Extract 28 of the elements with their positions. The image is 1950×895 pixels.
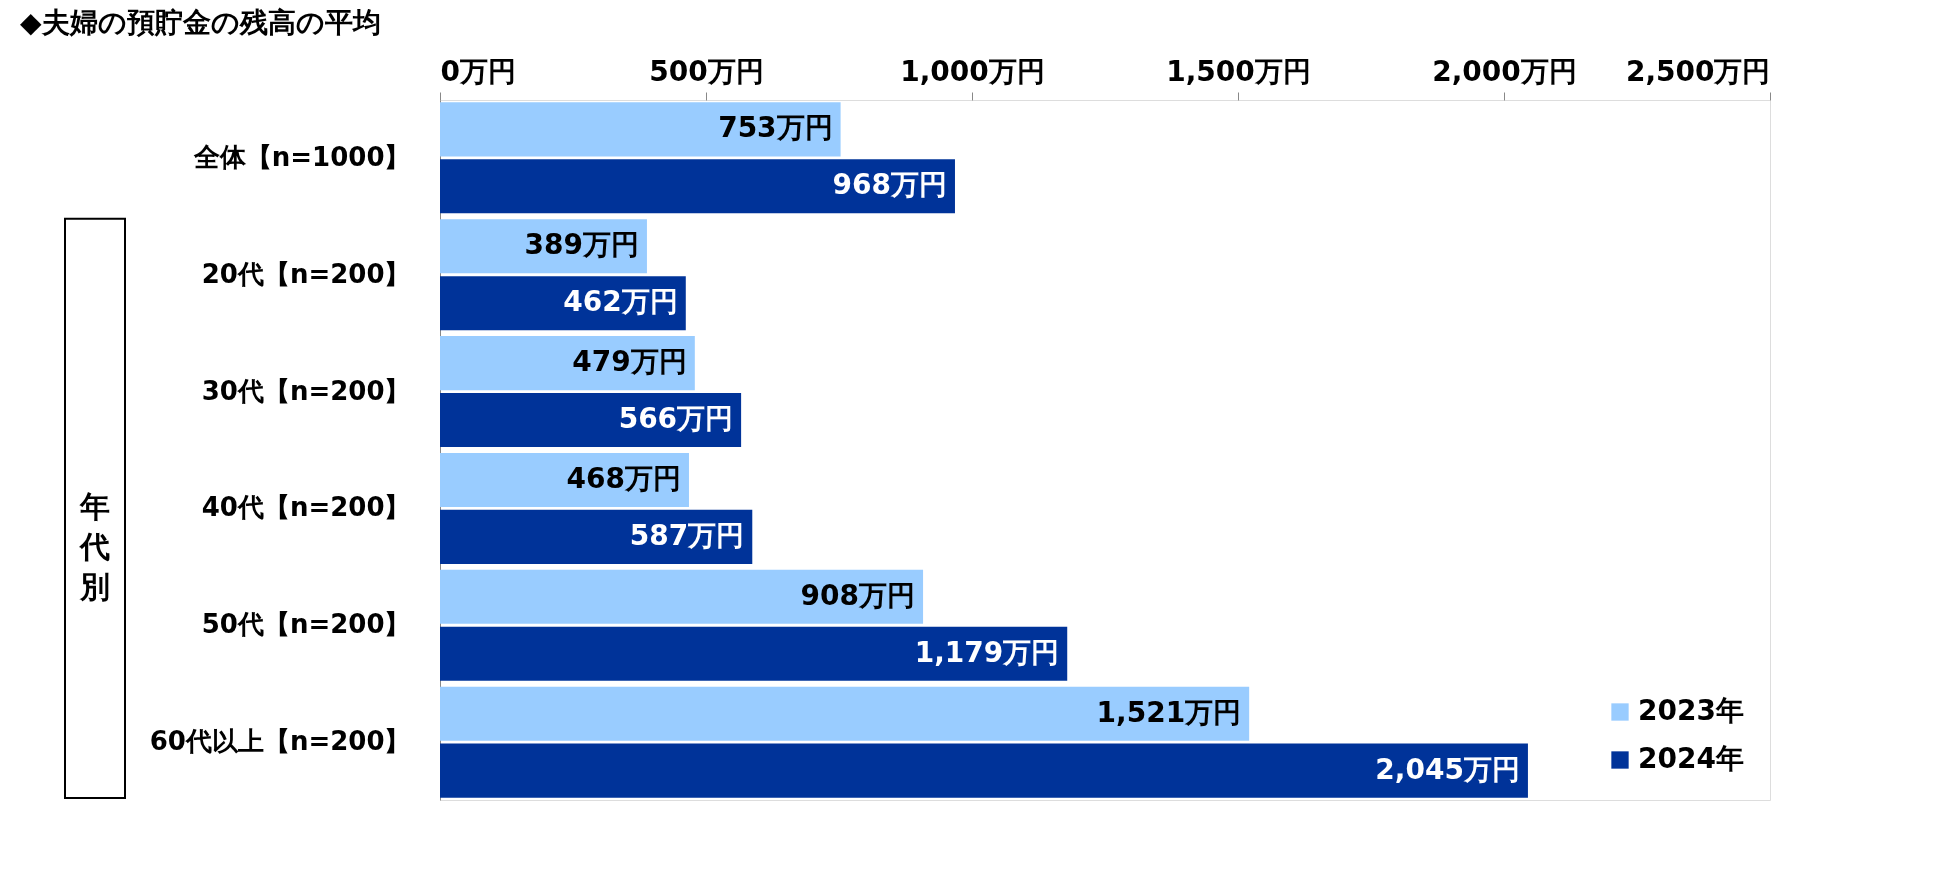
data-label: 468万円 bbox=[566, 461, 681, 495]
data-label: 462万円 bbox=[563, 285, 678, 319]
data-label: 968万円 bbox=[832, 168, 947, 202]
data-label: 2,045万円 bbox=[1375, 752, 1520, 786]
x-tick-label: 2,000万円 bbox=[1432, 54, 1577, 88]
legend-label: 2023年 bbox=[1638, 694, 1744, 727]
legend-label: 2024年 bbox=[1638, 742, 1744, 775]
x-tick-label: 1,500万円 bbox=[1166, 54, 1311, 88]
data-label: 1,179万円 bbox=[914, 635, 1060, 669]
data-label: 587万円 bbox=[629, 518, 745, 552]
y-tick-label: 40代【n=200】 bbox=[201, 492, 411, 523]
data-label: 389万円 bbox=[524, 228, 639, 262]
x-tick-label: 1,000万円 bbox=[900, 54, 1045, 88]
y-tick-label: 全体【n=1000】 bbox=[192, 141, 411, 172]
x-tick-label: 2,500万円 bbox=[1625, 54, 1771, 88]
text: 年代別 bbox=[78, 489, 110, 605]
y-tick-label: 60代以上【n=200】 bbox=[149, 726, 411, 757]
x-tick-label: 500万円 bbox=[649, 54, 764, 88]
y-tick-label: 20代【n=200】 bbox=[201, 258, 411, 289]
data-label: 753万円 bbox=[718, 111, 833, 145]
data-label: 908万円 bbox=[800, 578, 916, 612]
text: ◆夫婦の預貯金の残高の平均 bbox=[20, 6, 381, 39]
y-tick-label: 50代【n=200】 bbox=[201, 609, 411, 640]
data-label: 1,521万円 bbox=[1096, 695, 1242, 729]
x-tick-label: 0万円 bbox=[440, 54, 516, 88]
data-label: 479万円 bbox=[572, 345, 687, 379]
y-tick-label: 30代【n=200】 bbox=[201, 375, 411, 406]
data-label: 566万円 bbox=[618, 402, 734, 436]
